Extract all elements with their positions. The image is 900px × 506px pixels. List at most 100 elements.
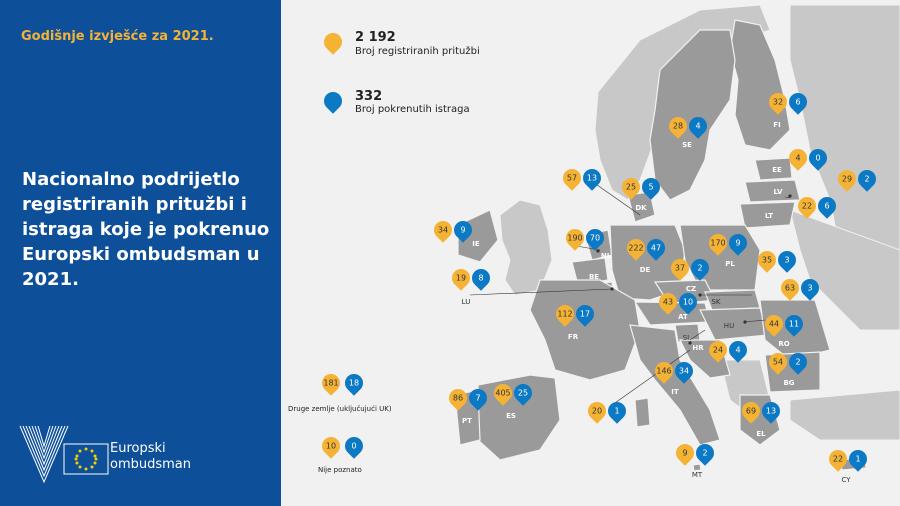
complaints-pt-value: 86 [452,393,464,403]
complaints-unknown-value: 10 [325,441,337,451]
logo-text: Europski ombudsman [110,441,191,473]
inquiries-cy-value: 1 [855,454,861,464]
report-subtitle: Godišnje izvješće za 2021. [21,29,214,44]
inquiries-es-value: 25 [517,388,529,398]
belgium-shape [571,257,609,286]
logo-line-2: ombudsman [110,457,192,472]
country-code-bg: BG [783,379,795,387]
complaints-se-value: 28 [672,121,684,131]
inquiries-cz-value: 2 [697,263,703,273]
finland-shape [729,19,791,151]
inquiries-de-value: 47 [650,243,662,253]
country-code-lv: LV [773,188,783,196]
inquiries-ro-value: 11 [788,319,800,329]
logo-v-swoosh-icon [19,425,69,484]
complaints-fr-value: 112 [557,309,573,319]
country-code-lu: LU [461,298,471,306]
country-code-pl: PL [725,260,735,268]
country-code-fi: FI [773,121,781,129]
country-code-ro: RO [778,340,790,348]
unknown-label: Nije poznato [318,466,362,474]
page-title: Nacionalno podrijetlo registriranih prit… [22,169,270,290]
complaints-be-value: 190 [567,233,583,243]
inquiries-total-label: Broj pokrenutih istraga [355,104,470,115]
inquiries-nl-value: 13 [586,173,598,183]
inquiries-bg-value: 2 [795,357,801,367]
complaints-hr-value: 24 [712,345,724,355]
turkey-shape [789,389,900,441]
complaints-nl-value: 57 [566,173,578,183]
complaints-pl-value: 170 [710,238,726,248]
complaints-mt-value: 9 [682,448,688,458]
complaints-total-label: Broj registriranih pritužbi [355,46,480,57]
left-panel: Godišnje izvješće za 2021. Nacionalno po… [0,0,281,506]
inquiries-hu-value: 3 [807,283,813,293]
inquiries-pl-value: 9 [735,238,741,248]
inquiries-other-value: 18 [348,378,360,388]
complaints-lu-value: 19 [455,273,467,283]
inquiries-si-value: 34 [678,366,690,376]
complaints-cy-value: 22 [832,454,844,464]
complaints-ro-value: 44 [768,319,780,329]
inquiries-at-value: 10 [682,297,694,307]
ombudsman-logo [19,425,109,484]
inquiries-pt-value: 7 [475,393,481,403]
latvia-shape [744,179,801,203]
country-code-mt: MT [691,471,703,479]
country-code-it: IT [671,388,679,396]
complaints-ee-value: 4 [795,153,801,163]
sardinia-shape [634,397,651,428]
inquiries-be-value: 70 [589,233,601,243]
complaints-total: 2 192 [355,30,396,45]
complaints-fi-value: 32 [772,97,784,107]
country-code-se: SE [682,141,692,149]
map-shapes [454,4,900,472]
malta-shape [692,463,702,472]
complaints-lt-value: 22 [801,201,813,211]
country-code-sk: SK [711,298,721,306]
other-countries-label: Druge zemlje (uključujući UK) [288,405,392,413]
inquiries-sk-value: 3 [784,255,790,265]
complaints-el-value: 69 [745,406,757,416]
estonia-shape [754,157,793,181]
complaints-at-value: 43 [662,297,674,307]
inquiries-ie-value: 9 [460,225,466,235]
complaints-other-value: 181 [323,378,339,388]
complaints-lv-value: 29 [841,174,853,184]
inquiries-total: 332 [355,89,383,104]
denmark-shape [627,191,656,223]
country-code-cz: CZ [685,285,697,293]
inquiries-ee-value: 0 [815,153,821,163]
inquiries-mt-value: 2 [702,448,708,458]
country-code-de: DE [639,266,651,274]
sweden-shape [649,29,736,201]
country-code-lt: LT [764,212,774,220]
logo-line-1: Europski [110,441,166,456]
country-code-fr: FR [567,333,579,341]
russia-shape [789,4,900,301]
inquiries-fr-value: 17 [579,309,591,319]
inquiries-dk-value: 5 [648,182,654,192]
country-code-nl: NL [600,252,612,260]
complaints-de-value: 222 [628,243,644,253]
europe-map: FI SE EE LV LT DK NL IE BE DE PL CZ SK L… [281,0,900,506]
inquiries-se-value: 4 [695,121,701,131]
country-code-hu: HU [723,322,735,330]
country-code-el: EL [756,430,766,438]
inquiries-lu-value: 8 [478,273,484,283]
inquiries-hr-value: 4 [735,345,741,355]
lithuania-shape [739,201,796,229]
complaints-it-value: 20 [591,406,603,416]
country-code-be: BE [588,273,600,281]
country-code-cy: CY [841,476,851,484]
complaints-si-value: 146 [656,366,672,376]
inquiries-lv-value: 2 [864,174,870,184]
inquiries-el-value: 13 [765,406,777,416]
complaints-sk-value: 35 [761,255,773,265]
country-code-at: AT [678,313,688,321]
inquiries-it-value: 1 [614,406,620,416]
country-code-hr: HR [692,344,704,352]
italy-shape [629,324,721,446]
complaints-bg-value: 54 [772,357,784,367]
complaints-dk-value: 25 [625,182,637,192]
